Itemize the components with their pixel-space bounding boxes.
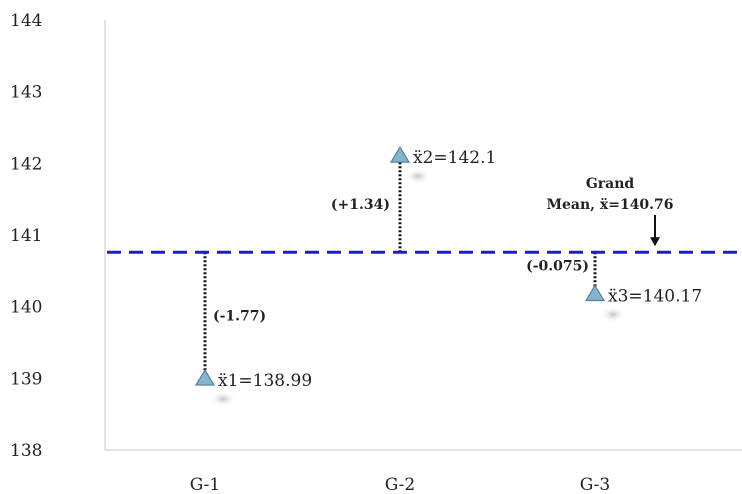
grand-mean-arrowhead bbox=[650, 237, 660, 247]
data-point-label: ẍ3=140.17 bbox=[608, 286, 702, 306]
y-tick-label: 144 bbox=[10, 11, 42, 31]
data-point-marker bbox=[584, 284, 606, 302]
difference-label: (-0.075) bbox=[526, 258, 589, 274]
x-tick-labels: G-1 G-2 G-3 bbox=[190, 475, 610, 494]
annotations: Grand Mean, ẍ=140.76 bbox=[546, 176, 674, 247]
x-tick-label: G-2 bbox=[385, 475, 415, 494]
y-tick-labels: 138 139 140 141 142 143 144 bbox=[10, 11, 42, 461]
x-tick-label: G-1 bbox=[190, 475, 220, 494]
y-tick-label: 143 bbox=[10, 83, 42, 103]
y-tick-label: 142 bbox=[10, 154, 42, 174]
data-point-label: ẍ2=142.1 bbox=[413, 148, 496, 168]
grand-mean-label-line2: Mean, ẍ=140.76 bbox=[546, 197, 673, 213]
difference-label: (-1.77) bbox=[213, 309, 266, 325]
y-tick-label: 139 bbox=[10, 369, 42, 389]
y-tick-label: 138 bbox=[10, 441, 42, 461]
marker-shadow bbox=[210, 391, 236, 408]
grand-mean-label-line1: Grand bbox=[586, 176, 635, 192]
y-tick-label: 140 bbox=[10, 298, 42, 318]
marker-shadow bbox=[600, 306, 626, 323]
data-point-label: ẍ1=138.99 bbox=[218, 371, 312, 391]
marker-shadow bbox=[405, 168, 431, 185]
data-point-marker bbox=[389, 146, 411, 163]
y-tick-label: 141 bbox=[10, 226, 42, 246]
difference-connectors: (-1.77) (+1.34) (-0.075) bbox=[203, 156, 597, 380]
data-points: ẍ1=138.99 ẍ2=142.1 ẍ3=140.17 bbox=[194, 146, 702, 408]
data-point-marker bbox=[194, 368, 216, 386]
difference-label: (+1.34) bbox=[331, 197, 390, 213]
x-tick-label: G-3 bbox=[580, 475, 610, 494]
